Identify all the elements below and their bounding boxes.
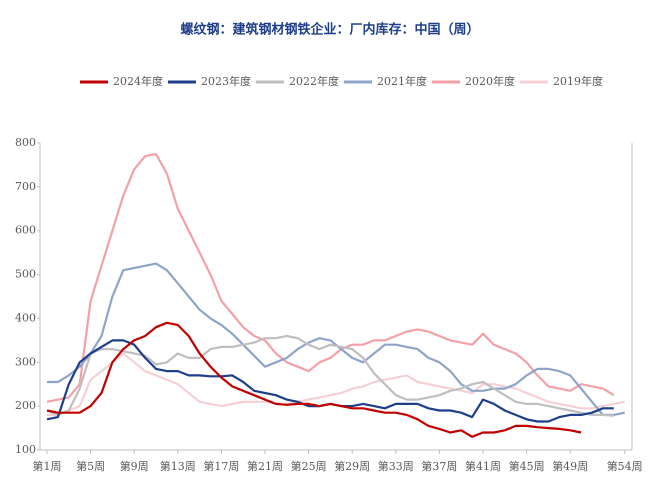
y-tick-label: 600 <box>15 224 36 237</box>
y-tick-label: 800 <box>15 136 36 149</box>
chart-title: 螺纹钢：建筑钢材钢铁企业：厂内库存：中国（周） <box>180 22 479 38</box>
x-tick-label: 第25周 <box>291 459 327 473</box>
x-tick-label: 第1周 <box>33 459 62 473</box>
x-tick-label: 第13周 <box>160 459 196 473</box>
legend-label: 2024年度 <box>113 74 163 88</box>
x-tick-label: 第17周 <box>203 459 239 473</box>
series-line <box>46 152 615 403</box>
legend-label: 2019年度 <box>553 74 603 88</box>
legend-label: 2021年度 <box>377 74 427 88</box>
x-tick-label: 第21周 <box>247 459 283 473</box>
series-line <box>46 321 582 438</box>
y-tick-label: 100 <box>15 443 36 456</box>
legend-label: 2020年度 <box>465 74 515 88</box>
x-tick-label: 第37周 <box>421 459 457 473</box>
series-line <box>47 352 625 416</box>
x-tick-label: 第49周 <box>552 459 588 473</box>
x-tick-label: 第29周 <box>334 459 370 473</box>
y-tick-label: 500 <box>15 268 36 281</box>
y-tick-label: 300 <box>15 355 36 368</box>
x-tick-label: 第54周 <box>607 459 643 473</box>
x-tick-label: 第41周 <box>465 459 501 473</box>
x-tick-label: 第33周 <box>378 459 414 473</box>
x-tick-label: 第45周 <box>509 459 545 473</box>
legend-label: 2023年度 <box>201 74 251 88</box>
x-tick-label: 第9周 <box>120 459 149 473</box>
y-tick-label: 700 <box>15 180 36 193</box>
y-tick-label: 200 <box>15 399 36 412</box>
legend-label: 2022年度 <box>289 74 339 88</box>
x-tick-label: 第5周 <box>76 459 105 473</box>
y-tick-label: 400 <box>15 311 36 324</box>
series-line <box>47 262 625 416</box>
